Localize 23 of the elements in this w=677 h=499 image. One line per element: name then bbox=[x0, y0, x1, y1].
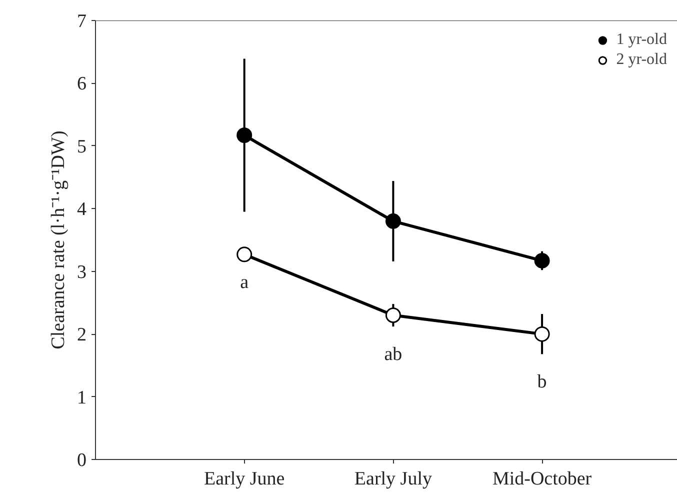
y-tick-label: 4 bbox=[77, 199, 87, 220]
x-tick-label: Mid-October bbox=[492, 468, 592, 490]
legend-label: 1 yr-old bbox=[616, 31, 667, 49]
y-axis-title: Clearance rate (l·h⁻¹·g⁻¹DW) bbox=[48, 130, 69, 350]
y-tick-label: 3 bbox=[77, 262, 86, 283]
legend-label: 2 yr-old bbox=[616, 51, 667, 69]
annotation: ab bbox=[384, 344, 402, 366]
point bbox=[236, 246, 252, 262]
x-tick-label: Early July bbox=[354, 468, 432, 490]
y-tick-label: 1 bbox=[77, 387, 86, 408]
y-tick-label: 2 bbox=[77, 324, 86, 346]
y-tick-label: 6 bbox=[77, 74, 86, 95]
y-tick-label: 5 bbox=[77, 136, 86, 158]
point bbox=[534, 326, 550, 342]
annotation: a bbox=[240, 272, 250, 293]
y-tick-label: 0 bbox=[77, 450, 86, 471]
point bbox=[385, 308, 401, 323]
point bbox=[385, 213, 401, 229]
point bbox=[534, 252, 550, 268]
point bbox=[236, 128, 252, 144]
y-tick-label: 7 bbox=[77, 11, 86, 32]
x-tick-label: Early June bbox=[204, 468, 285, 490]
annotation: b bbox=[537, 372, 547, 393]
